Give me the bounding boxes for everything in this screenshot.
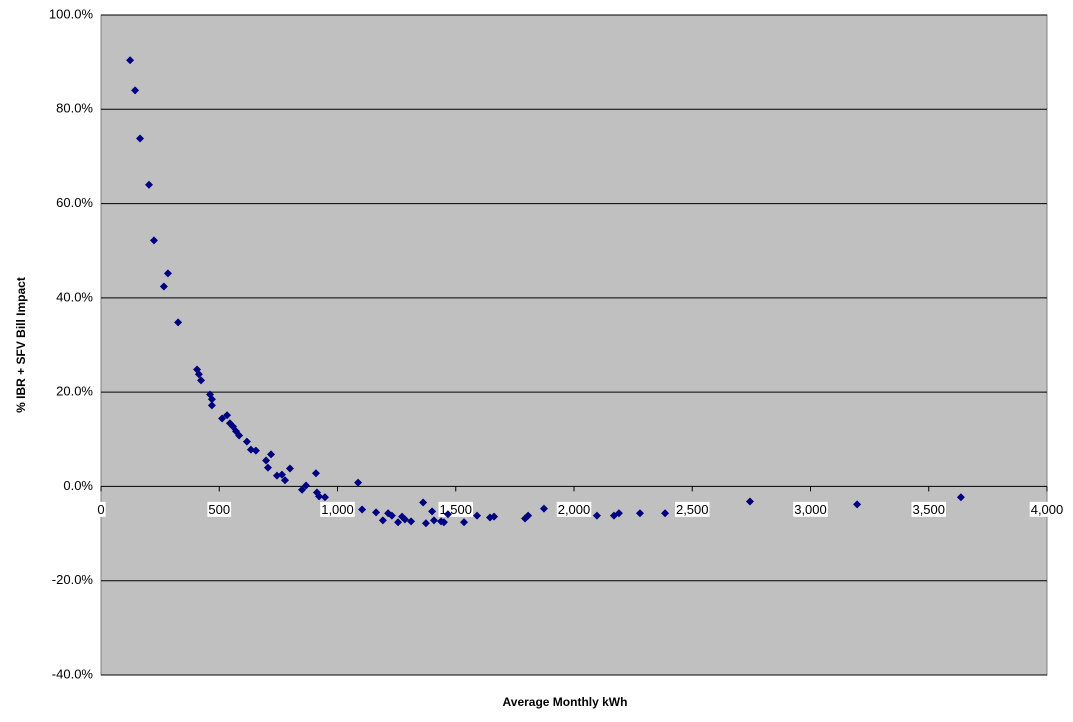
x-axis-title: Average Monthly kWh bbox=[503, 695, 628, 709]
point bbox=[428, 507, 437, 516]
y-tick-label: -40.0% bbox=[52, 666, 94, 681]
point bbox=[131, 86, 140, 95]
point bbox=[285, 464, 294, 473]
point bbox=[280, 476, 289, 485]
y-tick-label: 80.0% bbox=[56, 101, 93, 116]
x-tick-label: 4,000 bbox=[1031, 502, 1064, 517]
point bbox=[429, 516, 438, 525]
point bbox=[473, 511, 482, 520]
point bbox=[661, 509, 670, 518]
point bbox=[956, 493, 965, 502]
point bbox=[419, 498, 428, 507]
x-tick-label: 2,000 bbox=[558, 502, 591, 517]
point bbox=[194, 370, 203, 379]
point bbox=[635, 509, 644, 518]
point bbox=[407, 517, 416, 526]
point bbox=[302, 481, 311, 490]
point bbox=[372, 508, 381, 517]
point bbox=[592, 511, 601, 520]
x-tick-label: 500 bbox=[208, 502, 230, 517]
point bbox=[745, 497, 754, 506]
point bbox=[277, 470, 286, 479]
point bbox=[223, 411, 232, 420]
point bbox=[400, 515, 409, 524]
point bbox=[174, 318, 183, 327]
x-tick-label-bg bbox=[556, 501, 592, 517]
point bbox=[315, 492, 324, 501]
point bbox=[159, 282, 168, 291]
point bbox=[614, 509, 623, 518]
x-tick-label: 2,500 bbox=[676, 502, 709, 517]
point bbox=[387, 511, 396, 520]
point bbox=[207, 395, 216, 404]
point bbox=[145, 180, 154, 189]
point bbox=[320, 493, 329, 502]
x-tick-label-bg bbox=[207, 501, 232, 517]
plot-area bbox=[100, 14, 1048, 676]
point bbox=[246, 445, 255, 454]
y-axis-title: % IBR + SFV Bill Impact bbox=[14, 277, 28, 413]
point bbox=[163, 269, 172, 278]
point bbox=[149, 236, 158, 245]
point bbox=[394, 518, 403, 527]
y-tick-label: 20.0% bbox=[56, 384, 93, 399]
y-tick-label: 40.0% bbox=[56, 289, 93, 304]
x-tick-label: 1,000 bbox=[321, 502, 354, 517]
x-tick-label-bg bbox=[96, 501, 106, 517]
point bbox=[853, 500, 862, 509]
point bbox=[136, 134, 145, 143]
point bbox=[235, 431, 244, 440]
point bbox=[539, 504, 548, 513]
point bbox=[207, 401, 216, 410]
point bbox=[242, 437, 251, 446]
point bbox=[197, 376, 206, 385]
y-tick-label: 60.0% bbox=[56, 195, 93, 210]
point bbox=[421, 519, 430, 528]
point bbox=[439, 518, 448, 527]
point bbox=[251, 446, 260, 455]
y-tick-label: -20.0% bbox=[52, 572, 94, 587]
point bbox=[218, 414, 227, 423]
x-tick-label-bg bbox=[793, 501, 828, 517]
point bbox=[443, 510, 452, 519]
point bbox=[460, 518, 469, 527]
point bbox=[358, 505, 367, 514]
x-tick-label-bg bbox=[1029, 501, 1065, 517]
point bbox=[262, 456, 271, 465]
x-tick-label-bg bbox=[674, 501, 710, 517]
point bbox=[378, 516, 387, 525]
point bbox=[267, 450, 276, 459]
point bbox=[311, 469, 320, 478]
x-tick-label: 3,500 bbox=[912, 502, 945, 517]
point bbox=[126, 56, 135, 65]
y-tick-label: 100.0% bbox=[49, 6, 94, 21]
y-tick-label: 0.0% bbox=[63, 478, 93, 493]
point bbox=[354, 478, 363, 487]
point bbox=[272, 471, 281, 480]
x-tick-label-bg bbox=[320, 501, 355, 517]
point bbox=[298, 485, 307, 494]
point bbox=[263, 463, 272, 472]
point bbox=[490, 512, 499, 521]
x-tick-label-bg bbox=[911, 501, 947, 517]
x-tick-label: 3,000 bbox=[794, 502, 827, 517]
point bbox=[524, 511, 533, 520]
x-tick-label: 0 bbox=[97, 502, 104, 517]
